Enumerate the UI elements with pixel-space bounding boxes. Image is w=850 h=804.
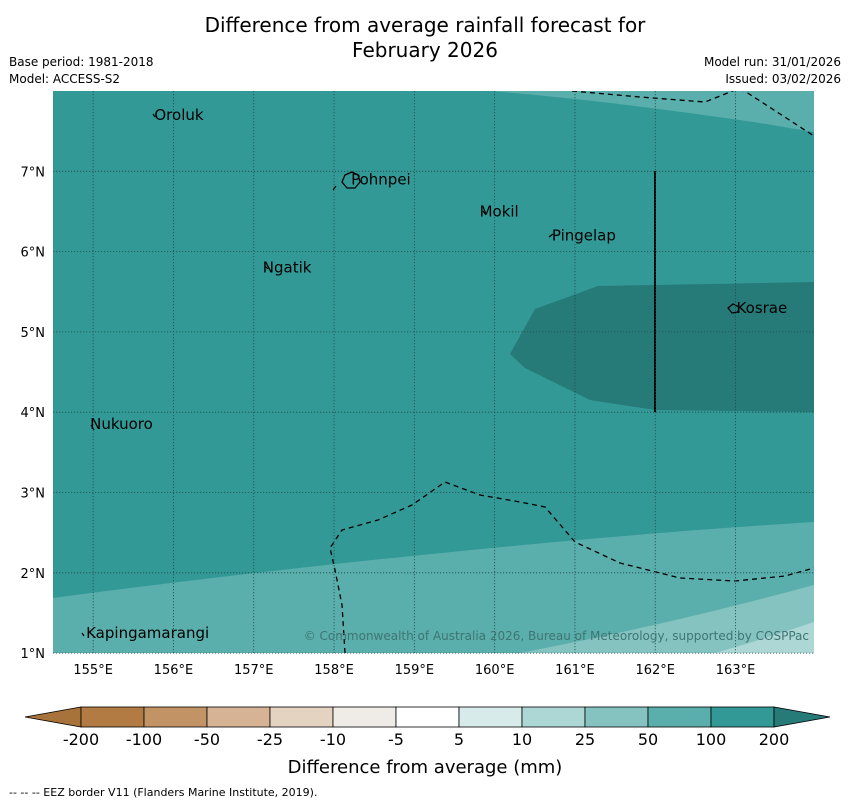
pohnpei-island <box>341 171 361 189</box>
colorbar-segment <box>143 706 208 728</box>
colorbar-segment <box>458 706 523 728</box>
lon-label: 160°E <box>475 663 515 678</box>
colorbar-segment <box>80 706 145 728</box>
ant-atoll <box>332 185 337 191</box>
gridlines <box>53 91 814 654</box>
colorbar-tick-label: -5 <box>388 730 404 749</box>
place-label-nukuoro: Nukuoro <box>90 415 153 433</box>
lat-label: 7°N <box>21 165 46 180</box>
colorbar-extend-low <box>24 706 82 728</box>
lat-label: 3°N <box>21 487 46 502</box>
kosrae-island <box>727 303 740 314</box>
place-label-mokil: Mokil <box>480 202 519 220</box>
chart-title-line1: Difference from average rainfall forecas… <box>204 13 646 37</box>
base-period: Base period: 1981-2018 <box>9 55 154 69</box>
lat-label: 2°N <box>21 567 46 582</box>
colorbar-tick-label: 5 <box>454 730 464 749</box>
colorbar-segment <box>332 706 397 728</box>
colorbar-segment <box>521 706 586 728</box>
band-10-25 <box>520 585 814 653</box>
longitude-labels: 155°E 156°E 157°E 158°E 159°E 160°E 161°E 162°E… <box>73 663 755 678</box>
colorbar-tick-label: -10 <box>320 730 346 749</box>
colorbar-segment <box>584 706 649 728</box>
band-5-10 <box>715 622 814 653</box>
latitude-labels: 7°N 6°N 5°N 4°N 3°N 2°N 1°N <box>21 165 46 662</box>
colorbar-tick-label: -100 <box>126 730 162 749</box>
band-25-50-north <box>490 91 814 132</box>
colorbar-segment <box>647 706 712 728</box>
nukuoro-atoll <box>90 424 95 431</box>
eez-border-north <box>571 91 735 103</box>
mokil-atoll <box>482 210 487 216</box>
band-25-50-south <box>53 522 814 653</box>
eez-footnote: -- -- -- EEZ border V11 (Flanders Marine… <box>9 786 318 799</box>
colorbar-tick-label: 25 <box>575 730 595 749</box>
place-label-pohnpei: Pohnpei <box>351 170 411 188</box>
meta-left: Base period: 1981-2018 Model: ACCESS-S2 <box>9 54 154 88</box>
colorbar-tick-label: -200 <box>63 730 99 749</box>
ngatik-atoll <box>264 265 269 270</box>
colorbar-title: Difference from average (mm) <box>288 757 563 778</box>
lon-label: 162°E <box>635 663 675 678</box>
lat-label: 6°N <box>21 246 46 261</box>
lon-label: 163°E <box>716 663 756 678</box>
lat-label: 1°N <box>21 647 46 662</box>
colorbar-tick-label: 50 <box>638 730 658 749</box>
eez-border-south <box>329 481 814 653</box>
chart-title-line2: February 2026 <box>352 38 498 62</box>
colorbar: -200 -100 -50 -25 -10 -5 5 10 25 50 100 200 <box>24 706 831 749</box>
eez-border-northeast <box>743 91 814 137</box>
place-label-pingelap: Pingelap <box>552 227 616 245</box>
place-label-oroluk: Oroluk <box>154 106 203 124</box>
place-label-kosrae: Kosrae <box>737 299 788 317</box>
meta-right: Model run: 31/01/2026 Issued: 03/02/2026 <box>704 54 841 88</box>
colorbar-segment <box>710 706 775 728</box>
map-area <box>53 91 814 653</box>
model-run: Model run: 31/01/2026 <box>703 55 841 69</box>
colorbar-segment <box>206 706 271 728</box>
band-100-200 <box>510 282 814 412</box>
kapingamarangi-atoll <box>81 632 85 637</box>
lon-label: 158°E <box>314 663 354 678</box>
oroluk-atoll <box>152 113 156 118</box>
colorbar-tick-label: 100 <box>696 730 727 749</box>
lon-label: 161°E <box>555 663 595 678</box>
lon-label: 156°E <box>154 663 194 678</box>
lon-label: 155°E <box>73 663 113 678</box>
colorbar-tick-label: -50 <box>194 730 220 749</box>
place-labels: Oroluk Pohnpei Mokil Pingelap Ngatik Kosrae Nu… <box>86 106 787 642</box>
colorbar-segment <box>395 706 460 728</box>
lon-label: 157°E <box>234 663 274 678</box>
colorbar-tick-label: -25 <box>257 730 283 749</box>
copyright-notice: © Commonwealth of Australia 2026, Bureau… <box>304 629 809 643</box>
colorbar-segment <box>269 706 334 728</box>
place-label-ngatik: Ngatik <box>263 259 312 277</box>
issued-date: Issued: 03/02/2026 <box>725 72 841 86</box>
colorbar-tick-label: 200 <box>759 730 790 749</box>
lon-label: 159°E <box>395 663 435 678</box>
colorbar-extend-high <box>773 706 831 728</box>
lat-label: 5°N <box>21 326 46 341</box>
lat-label: 4°N <box>21 406 46 421</box>
place-label-kapingamarangi: Kapingamarangi <box>86 624 209 642</box>
pingelap-atoll <box>548 233 554 238</box>
colorbar-tick-label: 10 <box>512 730 532 749</box>
model-name: Model: ACCESS-S2 <box>9 72 121 86</box>
